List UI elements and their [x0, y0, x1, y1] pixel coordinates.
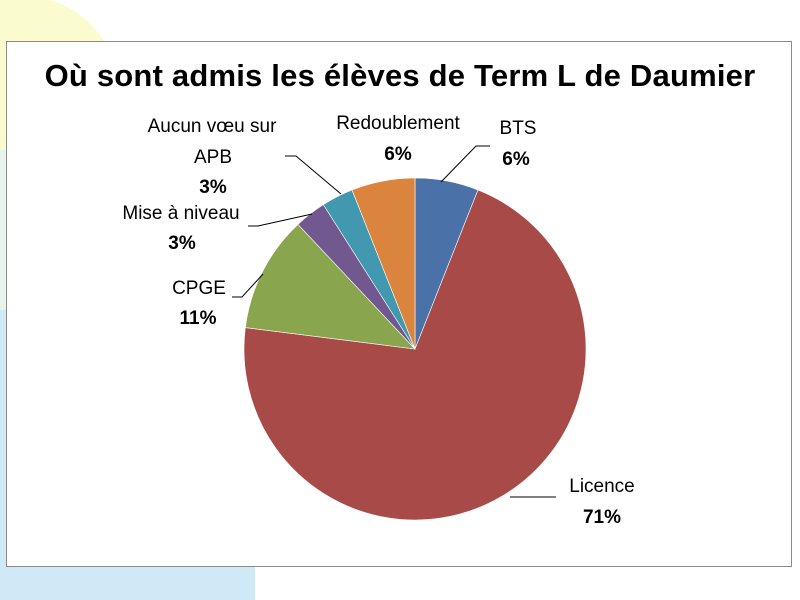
leader-line-aucun-v-u-sur-apb: [285, 155, 342, 195]
leader-line-bts: [440, 145, 490, 183]
leader-line-cpge: [232, 273, 264, 298]
pie-slice-cpge: [245, 223, 416, 350]
slice-label-bts: BTS: [500, 118, 537, 139]
slice-percent-aucun-v-u-sur-apb: 3%: [199, 177, 227, 198]
slice-label-redoublement: Redoublement: [336, 113, 460, 134]
slice-label-licence: Licence: [569, 476, 635, 497]
slice-percent-licence: 71%: [583, 507, 621, 528]
leader-line-mise-a-niveau: [248, 213, 313, 227]
slice-percent-bts: 6%: [502, 149, 530, 170]
chart-title: Où sont admis les élèves de Term L de Da…: [44, 58, 756, 93]
slice-percent-redoublement: 6%: [384, 144, 412, 165]
pie-slice-redoublement: [351, 177, 416, 350]
slice-label-aucun-v-u-sur-apb: Aucun vœu sur APB: [148, 116, 277, 168]
slice-percent-mise-a-niveau: 3%: [168, 233, 196, 254]
pie-slice-licence: [243, 189, 587, 521]
slice-label-cpge: CPGE: [172, 278, 226, 299]
slice-percent-cpge: 11%: [180, 308, 217, 329]
slice-label-mise-a-niveau: Mise à niveau: [122, 203, 239, 224]
